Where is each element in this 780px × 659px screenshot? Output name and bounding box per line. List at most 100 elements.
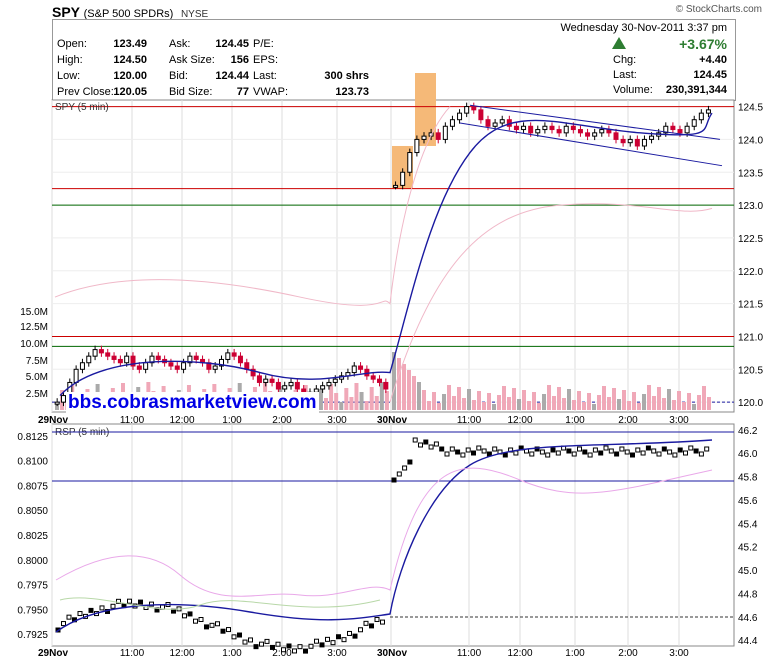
price-candle: [449, 119, 455, 127]
rsp-left-tick: 0.7925: [17, 630, 48, 641]
price-candle: [705, 109, 711, 114]
price-candle: [691, 119, 697, 127]
quote-label: P/E:: [253, 38, 274, 50]
rsp-left-tick: 0.8000: [17, 556, 48, 567]
volume-bar: [487, 393, 491, 410]
volume-bar: [552, 396, 556, 410]
rsp-candle: [242, 639, 248, 645]
x-tick-label: 12:00: [169, 415, 194, 426]
volume-bar: [667, 389, 671, 410]
volume-bar: [672, 400, 676, 410]
rsp-candle: [645, 445, 651, 451]
volume-bar: [384, 391, 389, 410]
rsp-candle: [253, 644, 259, 650]
price-candle: [320, 385, 326, 390]
bollinger-band: [389, 203, 713, 403]
rsp-candle: [259, 641, 264, 647]
price-candle: [585, 132, 591, 137]
volume-bar: [374, 396, 379, 410]
volume-bar: [677, 391, 681, 410]
volume-bar: [422, 390, 426, 410]
symbol: SPY: [52, 4, 81, 20]
volume-bar: [657, 387, 661, 410]
volume-bar: [482, 402, 486, 410]
volume-bar: [427, 401, 431, 410]
volume-bar: [442, 394, 446, 410]
volume-bar: [502, 386, 506, 410]
rsp-candle: [275, 641, 281, 647]
quote-date: Wednesday 30-Nov-2011 3:37 pm: [560, 22, 727, 34]
exchange: NYSE: [180, 9, 209, 20]
volume-bar: [412, 376, 416, 410]
volume-bar: [532, 392, 536, 410]
x-tick-label: 12:00: [507, 415, 532, 426]
rsp-right-tick: 45.8: [738, 473, 758, 484]
x-tick-label: 2:00: [272, 648, 292, 659]
volume-bar: [662, 398, 666, 410]
volume-bar: [627, 401, 631, 410]
symbol-name: (S&P 500 SPDRs): [83, 8, 174, 20]
rsp-candle: [656, 451, 662, 457]
price-candle: [499, 119, 505, 124]
volume-bar: [344, 388, 349, 410]
price-candle: [435, 132, 441, 140]
quote-label: Ask:: [169, 38, 191, 50]
rsp-candle: [502, 452, 508, 458]
rsp-candle: [198, 616, 204, 622]
volume-bar: [432, 392, 436, 410]
moving-average-line: [59, 112, 713, 397]
rsp-candle: [209, 622, 215, 628]
rsp-candle: [352, 633, 358, 639]
price-candle: [670, 125, 676, 131]
rsp-candle: [88, 607, 94, 613]
quote-value: 123.73: [335, 86, 369, 98]
volume-bar: [642, 394, 646, 410]
price-candle: [174, 365, 180, 370]
volume-bar: [577, 391, 581, 410]
price-candle: [613, 132, 619, 140]
volume-tick-label: 15.0M: [20, 307, 48, 318]
rsp-candle: [598, 450, 604, 456]
y-tick-label: 123.0: [738, 201, 763, 212]
price-candle: [294, 381, 300, 390]
volume-bar: [407, 370, 411, 410]
rsp-candle: [439, 446, 445, 452]
volume-bar: [392, 352, 396, 410]
volume-bar: [517, 399, 521, 410]
price-candle: [275, 381, 281, 390]
rsp-candle: [455, 449, 461, 455]
price-candle: [478, 109, 484, 121]
price-candle: [282, 385, 288, 390]
price-candle: [231, 352, 237, 357]
volume-bar: [537, 403, 541, 410]
rsp-right-tick: 45.0: [738, 566, 758, 577]
rsp-candle: [319, 642, 325, 648]
price-candle: [464, 106, 470, 114]
rsp-candle: [187, 611, 193, 617]
quote-label: Low:: [57, 70, 81, 82]
price-candle: [471, 106, 477, 111]
volume-bar: [617, 399, 621, 410]
rsp-candle: [264, 638, 270, 644]
quote-label: Chg:: [613, 54, 637, 66]
price-candle: [677, 129, 683, 134]
price-candle: [641, 138, 647, 147]
volume-bar: [542, 394, 546, 410]
rsp-candle: [619, 446, 625, 452]
price-candle: [492, 122, 498, 127]
rsp-left-tick: 0.8050: [17, 506, 48, 517]
rsp-candle: [449, 446, 455, 452]
volume-bar: [359, 392, 364, 410]
x-tick-label: 30Nov: [377, 415, 407, 426]
price-candle: [457, 112, 463, 121]
quote-value: 123.49: [113, 38, 147, 50]
price-candle: [414, 138, 420, 154]
quote-label: Last:: [253, 70, 277, 82]
rsp-candle: [661, 446, 667, 452]
rsp-candle: [534, 446, 540, 452]
quote-label: Last:: [613, 69, 637, 81]
rsp-candle: [693, 448, 699, 454]
rsp-candle: [391, 477, 397, 483]
rsp-candle: [651, 448, 657, 454]
rsp-candle: [292, 648, 297, 654]
